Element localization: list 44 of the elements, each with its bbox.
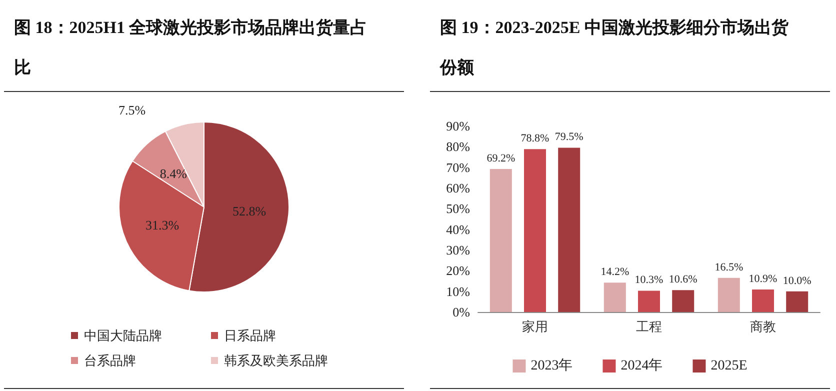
data-label: 7.5% <box>118 102 146 118</box>
y-tick-label: 80% <box>446 139 470 154</box>
y-tick-label: 20% <box>446 263 470 278</box>
data-label: 79.5% <box>554 131 584 144</box>
x-tick-label: 家用 <box>522 319 548 334</box>
y-tick-label: 70% <box>446 160 470 175</box>
data-label: 10.6% <box>668 274 698 286</box>
y-tick-label: 50% <box>446 201 470 216</box>
y-tick-label: 10% <box>446 284 470 299</box>
y-tick-label: 0% <box>452 304 470 320</box>
bar <box>490 168 512 312</box>
legend-label: 2025E <box>710 358 748 374</box>
x-tick-label: 工程 <box>636 319 662 334</box>
bar <box>672 290 694 312</box>
bar <box>558 148 580 312</box>
y-tick-label: 30% <box>446 242 470 258</box>
data-label: 8.4% <box>160 166 188 181</box>
legend-label: 韩系及欧美系品牌 <box>224 353 328 368</box>
y-tick-label: 60% <box>446 180 470 196</box>
data-label: 10.0% <box>782 274 812 287</box>
data-label: 10.9% <box>748 272 778 285</box>
bar <box>786 291 808 312</box>
legend-label: 中国大陆品牌 <box>84 328 162 343</box>
data-label: 14.2% <box>600 266 630 278</box>
chart-title: 图 19：2023-2025E 中国激光投影细分市场出货份额 <box>440 18 788 77</box>
legend-label: 日系品牌 <box>224 328 276 343</box>
legend-label: 2023年 <box>530 358 573 374</box>
data-label: 78.8% <box>520 132 550 145</box>
legend-label: 2024年 <box>620 358 663 374</box>
data-label: 31.3% <box>146 218 180 233</box>
data-label: 10.3% <box>634 274 664 286</box>
data-label: 16.5% <box>714 261 744 274</box>
bar <box>752 289 774 312</box>
data-label: 69.2% <box>486 152 516 164</box>
bar <box>524 149 546 312</box>
y-tick-label: 90% <box>446 118 470 134</box>
legend-label: 台系品牌 <box>84 353 136 368</box>
bar <box>638 290 660 312</box>
chart-title: 图 18：2025H1 全球激光投影市场品牌出货量占比 <box>14 18 368 77</box>
x-tick-label: 商教 <box>750 319 776 334</box>
y-tick-label: 40% <box>446 222 470 237</box>
data-label: 52.8% <box>232 203 266 218</box>
bar <box>604 282 626 312</box>
bar <box>718 278 740 312</box>
